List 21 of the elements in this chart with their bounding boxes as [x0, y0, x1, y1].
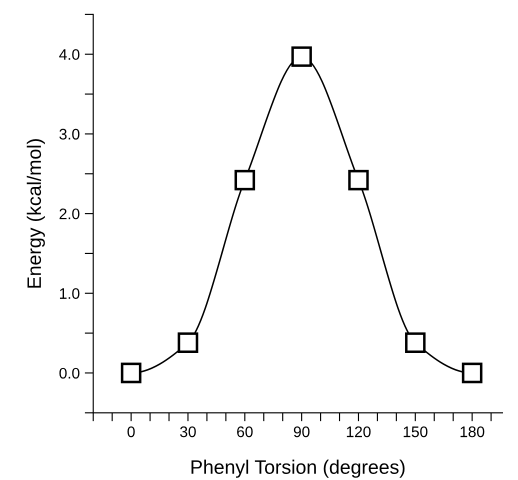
y-axis-title: Energy (kcal/mol) — [26, 139, 45, 288]
point — [120, 362, 142, 384]
point — [405, 332, 426, 353]
x-tick-label: 60 — [237, 426, 253, 438]
y-tick-label: 2.0 — [60, 208, 80, 220]
point — [234, 170, 256, 190]
point — [178, 332, 198, 353]
y-tick-label: 4.0 — [59, 49, 80, 60]
x-tick-label: 150 — [404, 426, 428, 438]
x-tick-label: 90 — [294, 426, 310, 438]
y-tick-label: 1.0 — [60, 288, 80, 299]
point — [291, 46, 312, 67]
y-tick-label: 0.0 — [59, 368, 80, 379]
x-axis-title: Phenyl Torsion (degrees) — [192, 460, 405, 478]
x-tick-label: 30 — [180, 426, 196, 438]
point — [462, 362, 482, 384]
x-tick-label: 0 — [127, 426, 135, 438]
x-tick-label: 120 — [346, 426, 371, 438]
y-tick-label: 3.0 — [59, 128, 80, 140]
point — [348, 170, 369, 190]
x-tick-label: 180 — [460, 426, 484, 438]
